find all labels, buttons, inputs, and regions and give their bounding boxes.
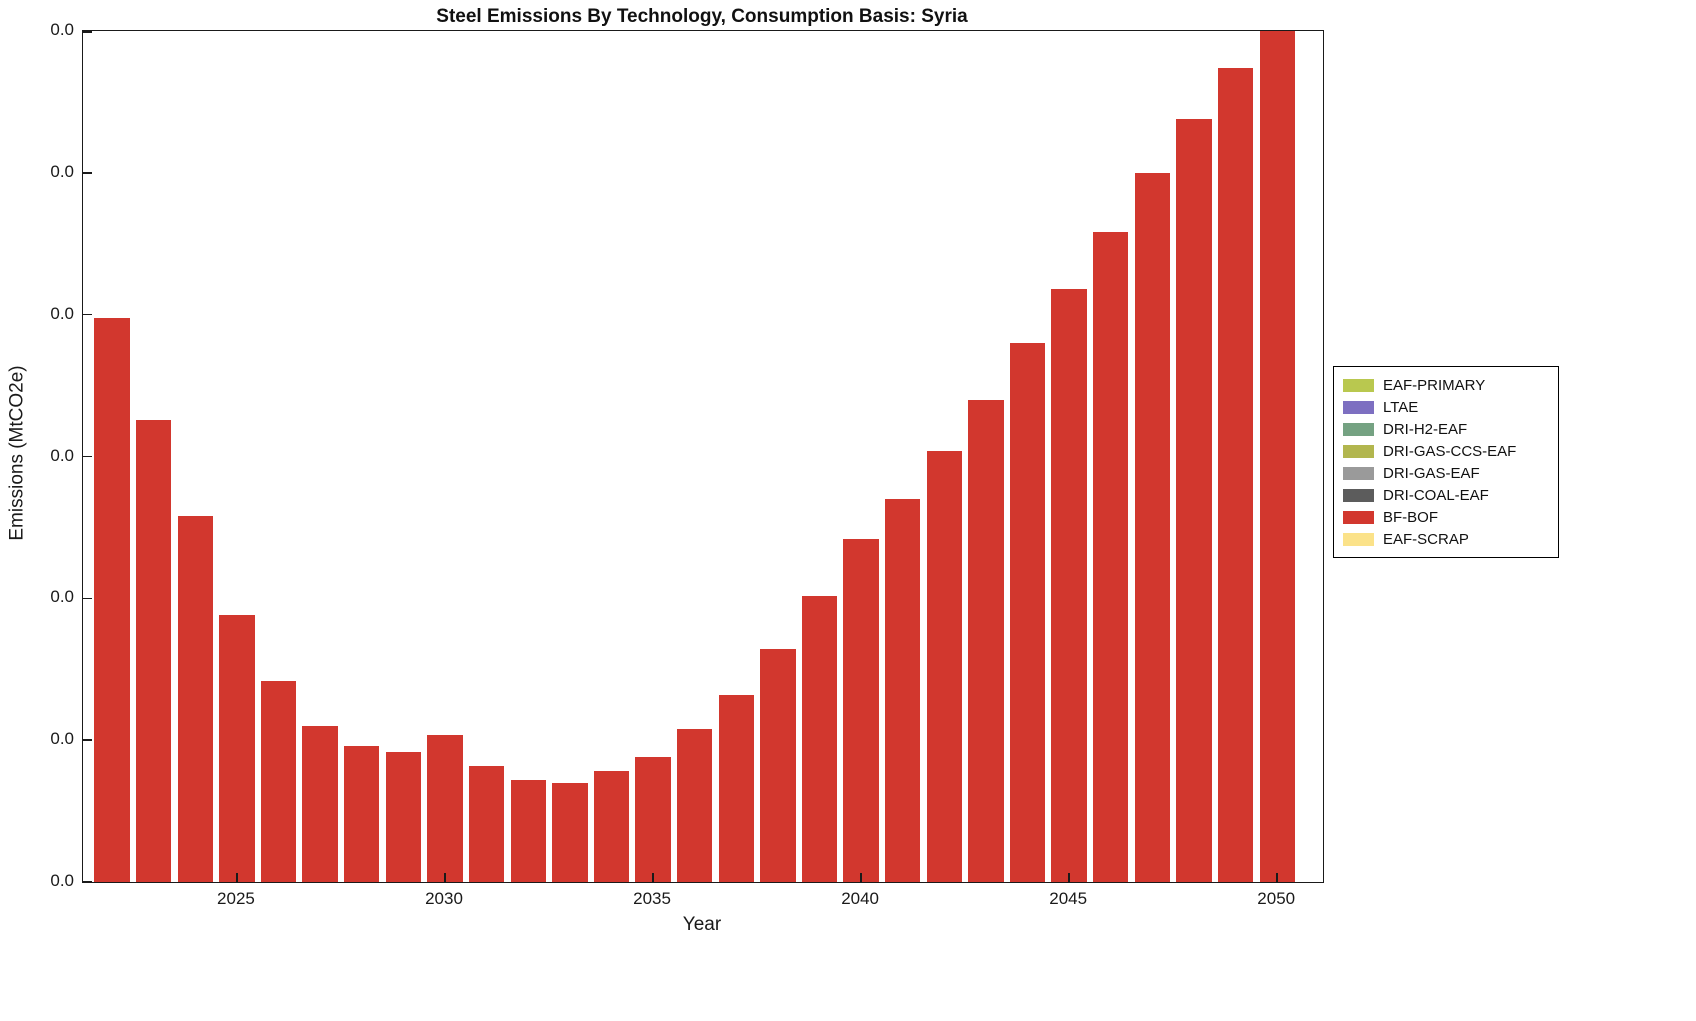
bar-2031: [468, 765, 505, 882]
x-tick-mark: [1068, 873, 1070, 882]
legend-item-dri-coal-eaf: DRI-COAL-EAF: [1343, 484, 1549, 506]
bar-2042: [926, 450, 963, 882]
legend-label: BF-BOF: [1383, 508, 1438, 526]
legend-swatch-icon: [1343, 400, 1374, 414]
y-tick-mark: [83, 597, 92, 600]
bar-2029: [385, 751, 422, 882]
bar-2047: [1134, 172, 1171, 882]
bar-2023: [136, 419, 172, 882]
legend-item-eaf-primary: EAF-PRIMARY: [1343, 374, 1549, 396]
bar-2038: [760, 649, 796, 882]
axes-box: [82, 30, 1324, 883]
legend-label: DRI-GAS-CCS-EAF: [1383, 442, 1517, 460]
y-tick-mark: [83, 313, 92, 316]
x-tick-mark: [236, 873, 238, 882]
bar-2046: [1093, 232, 1129, 882]
legend-label: DRI-COAL-EAF: [1383, 486, 1489, 504]
bar-2039: [801, 595, 838, 882]
legend-item-bf-bof: BF-BOF: [1343, 506, 1549, 528]
legend-swatch-icon: [1343, 378, 1374, 392]
legend-swatch-icon: [1343, 510, 1374, 524]
legend-label: EAF-PRIMARY: [1383, 376, 1486, 394]
bar-2048: [1176, 118, 1212, 882]
legend-item-ltae: LTAE: [1343, 396, 1549, 418]
legend-swatch-icon: [1343, 488, 1374, 502]
legend-item-dri-h2-eaf: DRI-H2-EAF: [1343, 418, 1549, 440]
legend-label: LTAE: [1383, 398, 1419, 416]
bar-2041: [885, 499, 921, 882]
x-tick-mark: [860, 873, 862, 882]
bar-2027: [302, 725, 338, 882]
legend-swatch-icon: [1343, 444, 1374, 458]
legend-item-eaf-scrap: EAF-SCRAP: [1343, 528, 1549, 550]
legend: EAF-PRIMARY LTAE DRI-H2-EAF DRI-GAS-CCS-EAF…: [1333, 366, 1559, 558]
bar-2049: [1217, 67, 1254, 882]
plot-area: [83, 31, 1323, 882]
bar-2032: [510, 779, 546, 882]
y-axis-label-holder: Emissions (MtCO2e): [4, 30, 30, 881]
x-tick-label: 2025: [217, 889, 255, 908]
legend-swatch-icon: [1343, 466, 1374, 480]
y-tick-label: 0.0: [50, 587, 74, 607]
bar-2025: [219, 615, 255, 882]
chart-title: Steel Emissions By Technology, Consumpti…: [436, 6, 968, 27]
bar-2034: [593, 771, 630, 882]
bar-2026: [260, 680, 297, 882]
bar-2044: [1009, 343, 1046, 882]
bar-2043: [968, 399, 1004, 882]
bar-2040: [843, 538, 879, 882]
legend-label: DRI-GAS-EAF: [1383, 464, 1480, 482]
x-tick-label: 2040: [841, 889, 880, 908]
bar-2028: [344, 745, 380, 882]
legend-label: EAF-SCRAP: [1383, 530, 1469, 548]
bar-2036: [676, 728, 713, 882]
bar-2024: [177, 516, 214, 882]
y-tick-mark: [83, 739, 92, 741]
y-tick-mark: [83, 172, 92, 174]
y-tick-mark: [83, 880, 92, 882]
x-tick-mark: [444, 873, 446, 882]
x-tick-label: 2050: [1257, 889, 1296, 908]
y-tick-label: 0.0: [50, 303, 74, 323]
x-tick-label: 2045: [1049, 889, 1088, 908]
bar-2037: [718, 694, 754, 882]
y-tick-label: 0.0: [50, 20, 74, 39]
x-tick-label: 2035: [633, 889, 671, 908]
bar-2022: [94, 317, 130, 882]
bar-2033: [552, 782, 588, 882]
x-tick-mark: [1276, 873, 1278, 882]
y-tick-label: 0.0: [50, 161, 74, 181]
legend-swatch-icon: [1343, 532, 1374, 546]
legend-item-dri-gas-eaf: DRI-GAS-EAF: [1343, 462, 1549, 484]
x-axis-label: Year: [682, 914, 722, 935]
y-tick-label: 0.0: [50, 445, 74, 465]
bar-2030: [427, 734, 463, 882]
x-tick-mark: [652, 873, 654, 882]
bar-2045: [1051, 289, 1087, 882]
y-tick-mark: [83, 455, 92, 458]
legend-label: DRI-H2-EAF: [1383, 420, 1468, 438]
y-axis-label: Emissions (MtCO2e): [6, 365, 28, 541]
y-tick-label: 0.0: [50, 729, 74, 749]
y-tick-label: 0.0: [50, 871, 74, 890]
bar-2035: [635, 757, 671, 882]
legend-swatch-icon: [1343, 422, 1374, 436]
legend-item-dri-gas-ccs-eaf: DRI-GAS-CCS-EAF: [1343, 440, 1549, 462]
y-tick-mark: [83, 31, 92, 33]
bar-2050: [1259, 31, 1295, 882]
x-tick-label: 2030: [425, 889, 463, 908]
